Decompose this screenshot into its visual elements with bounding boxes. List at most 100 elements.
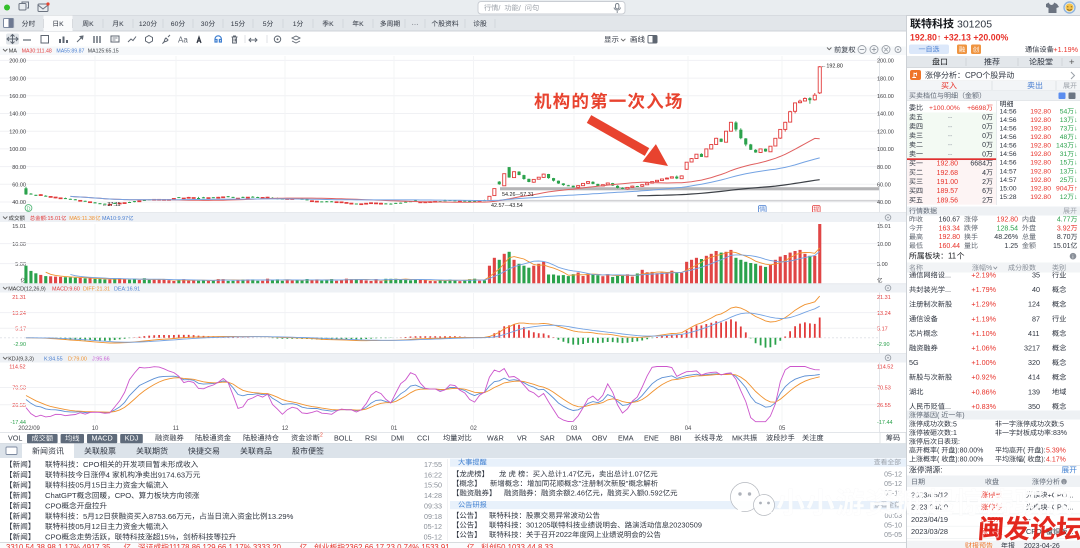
svg-text:15: 15 (1060, 160, 1068, 167)
svg-text:11: 11 (173, 426, 180, 432)
svg-text:EMA: EMA (618, 433, 634, 442)
svg-text:DIFF:21.31: DIFF:21.31 (83, 287, 110, 293)
svg-text:192.80: 192.80 (1030, 143, 1051, 150)
svg-text:14:56: 14:56 (1000, 134, 1017, 141)
svg-text:2023/05/12: 2023/05/12 (911, 490, 948, 499)
svg-text:05-12: 05-12 (884, 472, 902, 479)
svg-text:160.67: 160.67 (939, 217, 961, 224)
svg-text:0: 0 (982, 142, 986, 149)
svg-text:189.56: 189.56 (937, 197, 959, 204)
svg-text:40: 40 (1032, 285, 1040, 294)
svg-text:i: i (1064, 480, 1065, 485)
svg-text:192.68: 192.68 (937, 170, 959, 177)
svg-text:←37.11: ←37.11 (102, 202, 120, 208)
svg-text:/: / (519, 3, 521, 12)
svg-text:5.17: 5.17 (877, 326, 888, 332)
svg-text:+0.83%: +0.83% (971, 402, 996, 411)
svg-text:05-12: 05-12 (884, 491, 902, 498)
svg-text:01: 01 (391, 426, 398, 432)
svg-text:5.39%: 5.39% (1046, 448, 1066, 455)
svg-text:": " (626, 479, 629, 488)
svg-text:1: 1 (293, 21, 297, 28)
svg-text:↑: ↑ (1074, 185, 1077, 192)
svg-text:904: 904 (1056, 185, 1068, 192)
svg-text:192.80: 192.80 (1030, 108, 1051, 115)
svg-text:200.00: 200.00 (9, 59, 26, 65)
svg-text:···: ··· (412, 21, 419, 28)
svg-text:05-10: 05-10 (884, 523, 902, 530)
svg-text:05-12: 05-12 (884, 481, 902, 488)
svg-text:26.55: 26.55 (877, 403, 891, 409)
svg-text:13: 13 (1060, 168, 1068, 175)
svg-text:192.80: 192.80 (1030, 185, 1051, 192)
svg-text:13.29%: 13.29% (268, 512, 294, 521)
svg-text:160.00: 160.00 (877, 94, 894, 100)
svg-text:02: 02 (470, 426, 477, 432)
svg-text:15: 15 (92, 481, 100, 490)
svg-text:(: ( (1023, 448, 1026, 455)
svg-text:2023/04/19: 2023/04/19 (911, 515, 948, 524)
svg-text:...: ... (945, 285, 951, 294)
svg-text:/: / (498, 3, 500, 12)
svg-text:80.00: 80.00 (877, 165, 891, 171)
svg-text:):: ): (1041, 456, 1045, 463)
svg-text:+: + (1069, 57, 1075, 68)
svg-text:14:56: 14:56 (1000, 108, 1017, 115)
svg-text:20230509: 20230509 (669, 521, 702, 530)
svg-text:VR: VR (517, 433, 527, 442)
svg-text:13: 13 (1060, 117, 1068, 124)
svg-text:189.57: 189.57 (937, 188, 959, 195)
svg-text:6684: 6684 (970, 161, 986, 168)
svg-text:3217: 3217 (1024, 344, 1040, 353)
svg-text:140.00: 140.00 (9, 112, 26, 118)
svg-text:W&R: W&R (487, 433, 504, 442)
svg-text:MK: MK (732, 433, 743, 442)
svg-text:10: 10 (92, 426, 99, 432)
svg-text:140.00: 140.00 (877, 112, 894, 118)
svg-text:192.80: 192.80 (1030, 151, 1051, 158)
svg-text:(: ( (937, 448, 940, 455)
svg-text:100.00: 100.00 (877, 147, 894, 153)
svg-text:+1.00%: +1.00% (971, 358, 996, 367)
svg-text:(: ( (1023, 456, 1026, 463)
svg-text:0: 0 (982, 115, 986, 122)
svg-text:(: ( (937, 412, 940, 419)
svg-text:70.53: 70.53 (877, 386, 891, 392)
svg-text:):: ): (1041, 448, 1045, 455)
svg-text:K:84.55: K:84.55 (44, 356, 63, 362)
svg-text:2: 2 (982, 197, 986, 204)
svg-text:+0.92%: +0.92% (971, 373, 996, 382)
svg-text:15%: 15% (160, 533, 175, 542)
svg-text:↓: ↓ (1074, 126, 1077, 133)
svg-text::5: :5 (951, 421, 957, 428)
svg-text:14:56: 14:56 (1000, 143, 1017, 150)
svg-text:15: 15 (231, 21, 239, 28)
svg-text:05-12: 05-12 (424, 533, 442, 542)
svg-text:K: K (329, 21, 334, 28)
svg-text:ENE: ENE (644, 433, 659, 442)
svg-text:--: -- (948, 133, 953, 140)
svg-text:11: 11 (948, 252, 956, 261)
svg-text:143: 143 (1056, 143, 1068, 150)
svg-text:2022: 2022 (556, 530, 572, 539)
svg-text:100.00: 100.00 (9, 147, 26, 153)
svg-text:21.31: 21.31 (12, 295, 26, 301)
svg-text:5G: 5G (909, 358, 919, 367)
svg-text:0: 0 (982, 151, 986, 158)
svg-text:411: 411 (1028, 329, 1039, 338)
svg-text:3.92: 3.92 (1057, 225, 1071, 232)
svg-text:54: 54 (1060, 108, 1068, 115)
svg-text:4.77: 4.77 (1057, 217, 1071, 224)
svg-text:KDJ: KDJ (125, 434, 139, 443)
svg-text:+CPO...: +CPO... (1048, 490, 1074, 499)
svg-text:200.00: 200.00 (877, 59, 894, 65)
svg-text:139: 139 (1028, 387, 1040, 396)
svg-text:+2.19%: +2.19% (971, 271, 996, 280)
svg-text:14:28: 14:28 (424, 491, 442, 500)
svg-text:Aa: Aa (178, 36, 188, 45)
svg-text:CPO: CPO (115, 491, 132, 500)
svg-text:-17.44: -17.44 (10, 420, 26, 426)
svg-text:VOL: VOL (8, 433, 22, 442)
svg-text:192.80↑ +32.13 +20.00%: 192.80↑ +32.13 +20.00% (910, 33, 1008, 43)
svg-text:05: 05 (75, 522, 83, 531)
